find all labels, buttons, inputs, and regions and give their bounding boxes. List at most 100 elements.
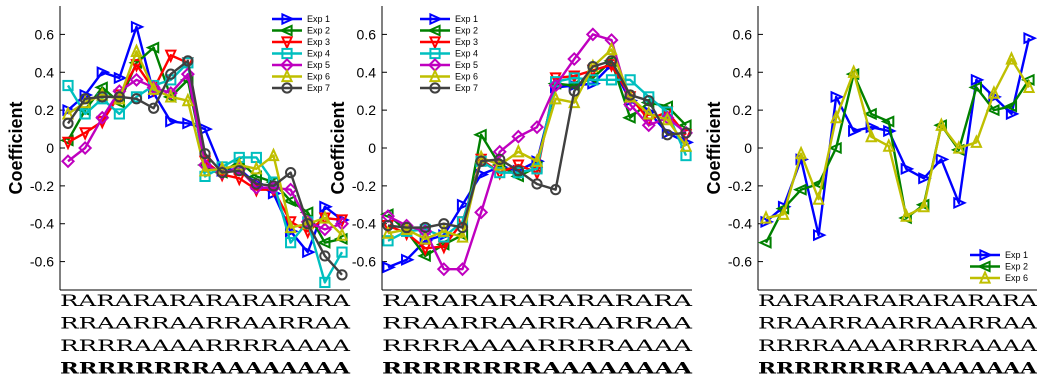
- data-point-exp-4: [531, 163, 543, 175]
- series-line-exp-1: [67, 25, 343, 254]
- data-point-exp-5: [623, 97, 638, 112]
- legend-label: Exp 1: [455, 14, 478, 24]
- legend-label: Exp 2: [1005, 262, 1028, 272]
- data-point-exp-6: [642, 105, 655, 120]
- data-point-exp-7: [182, 55, 194, 67]
- data-point-exp-1: [1023, 32, 1037, 45]
- legend-label: Exp 4: [455, 49, 478, 59]
- legend-label: Exp 3: [307, 37, 330, 47]
- data-point-exp-2: [828, 141, 842, 155]
- chart-panel-3: -0.6 -0.4 -0.2 0 0.2 0.4 0.6 Coefficient RARARAR…: [704, 6, 1037, 378]
- data-point-exp-7: [62, 117, 74, 129]
- y-tick-label: -0.6: [728, 254, 752, 270]
- x-tick-row-3: RRRRAAAARRRRAAAA: [60, 336, 351, 355]
- data-point-exp-6: [164, 88, 177, 103]
- data-point-exp-5: [60, 154, 76, 169]
- x-tick-row-4: RRRRRRRRAAAAAAAA: [382, 359, 693, 378]
- y-axis-label: Coefficient: [704, 101, 724, 194]
- y-tick-label: 0: [744, 140, 752, 156]
- y-tick-label: 0.4: [733, 64, 753, 80]
- data-point-exp-3: [130, 59, 143, 73]
- data-point-exp-6: [935, 117, 948, 131]
- data-point-exp-7: [250, 178, 262, 190]
- data-point-exp-7: [512, 165, 524, 177]
- y-tick-label: -0.2: [728, 178, 752, 194]
- series-exp-6: [381, 41, 693, 245]
- data-point-exp-4: [113, 108, 125, 120]
- data-point-exp-1: [96, 66, 111, 79]
- series-exp-1: [760, 32, 1037, 242]
- data-point-exp-4: [568, 72, 580, 84]
- data-point-exp-6: [381, 225, 395, 239]
- data-point-exp-7: [199, 148, 211, 160]
- data-point-exp-2: [863, 107, 877, 121]
- legend-label: Exp 6: [307, 72, 330, 82]
- data-point-exp-6: [605, 41, 618, 56]
- legend-label: Exp 7: [455, 83, 478, 93]
- data-point-exp-1: [113, 71, 128, 85]
- data-point-exp-6: [794, 145, 808, 160]
- data-point-exp-7: [302, 218, 314, 230]
- data-point-exp-6: [198, 162, 212, 177]
- data-point-exp-4: [587, 74, 599, 86]
- data-point-exp-7: [438, 218, 450, 230]
- legend-item-exp-1: Exp 1: [970, 248, 1028, 262]
- data-point-exp-3: [512, 159, 525, 174]
- data-point-exp-2: [880, 115, 895, 128]
- x-tick-row-2: RRAARRAARRAARRAA: [60, 314, 351, 333]
- data-point-exp-6: [181, 92, 195, 107]
- data-point-exp-7: [605, 55, 618, 67]
- y-tick-label: 0: [368, 140, 376, 156]
- data-point-exp-1: [865, 121, 880, 134]
- data-point-exp-7: [531, 178, 543, 190]
- data-point-exp-2: [282, 194, 297, 208]
- data-point-exp-6: [250, 160, 263, 175]
- legend-label: Exp 6: [455, 72, 478, 82]
- data-point-exp-3: [568, 70, 581, 85]
- data-point-exp-7: [587, 60, 599, 73]
- data-point-exp-6: [812, 191, 825, 205]
- series-exp-7: [62, 55, 348, 281]
- x-tick-row-1: RARARARARARARARA: [382, 291, 693, 310]
- data-point-exp-1: [456, 198, 471, 211]
- legend-marker-exp-3: [428, 36, 442, 51]
- legend-item-exp-2: Exp 2: [970, 260, 1028, 273]
- data-point-exp-6: [456, 228, 469, 243]
- data-point-exp-4: [624, 74, 636, 86]
- data-point-exp-3: [164, 49, 177, 64]
- y-tick-label: -0.4: [728, 216, 752, 232]
- data-point-exp-6: [267, 147, 280, 162]
- data-point-exp-7: [113, 91, 125, 103]
- series-line-exp-7: [387, 59, 687, 229]
- series-line-exp-4: [66, 61, 344, 284]
- data-point-exp-6: [777, 206, 790, 220]
- data-point-exp-7: [680, 127, 692, 139]
- data-point-exp-6: [130, 43, 143, 58]
- data-point-exp-7: [148, 102, 160, 114]
- data-point-exp-6: [917, 198, 930, 213]
- data-point-exp-5: [78, 140, 93, 156]
- data-point-exp-2: [985, 103, 1000, 117]
- series-line-exp-6: [387, 48, 687, 241]
- data-point-exp-2: [810, 177, 825, 191]
- data-point-exp-2: [622, 111, 636, 124]
- chart-panel-2: -0.6 -0.4 -0.2 0 0.2 0.4 0.6 Coefficient RARARAR…: [328, 6, 695, 378]
- x-tick-row-2: RRAARRAARRAARRAA: [382, 314, 693, 333]
- data-point-exp-6: [400, 221, 413, 236]
- y-tick-label: -0.2: [352, 178, 376, 194]
- y-tick-label: -0.6: [352, 254, 376, 270]
- data-point-exp-6: [679, 138, 693, 152]
- data-point-exp-1: [165, 115, 179, 128]
- y-tick-label: -0.6: [30, 254, 54, 270]
- series-line-exp-6: [765, 57, 1031, 220]
- data-point-exp-4: [62, 79, 74, 92]
- data-point-exp-4: [79, 108, 91, 120]
- data-point-exp-1: [130, 20, 145, 33]
- data-point-exp-1: [1005, 107, 1020, 121]
- legend-marker-exp-2: [976, 260, 991, 273]
- data-point-exp-5: [567, 51, 582, 67]
- data-point-exp-2: [968, 81, 982, 94]
- data-point-exp-7: [401, 221, 413, 234]
- data-point-exp-7: [456, 221, 469, 234]
